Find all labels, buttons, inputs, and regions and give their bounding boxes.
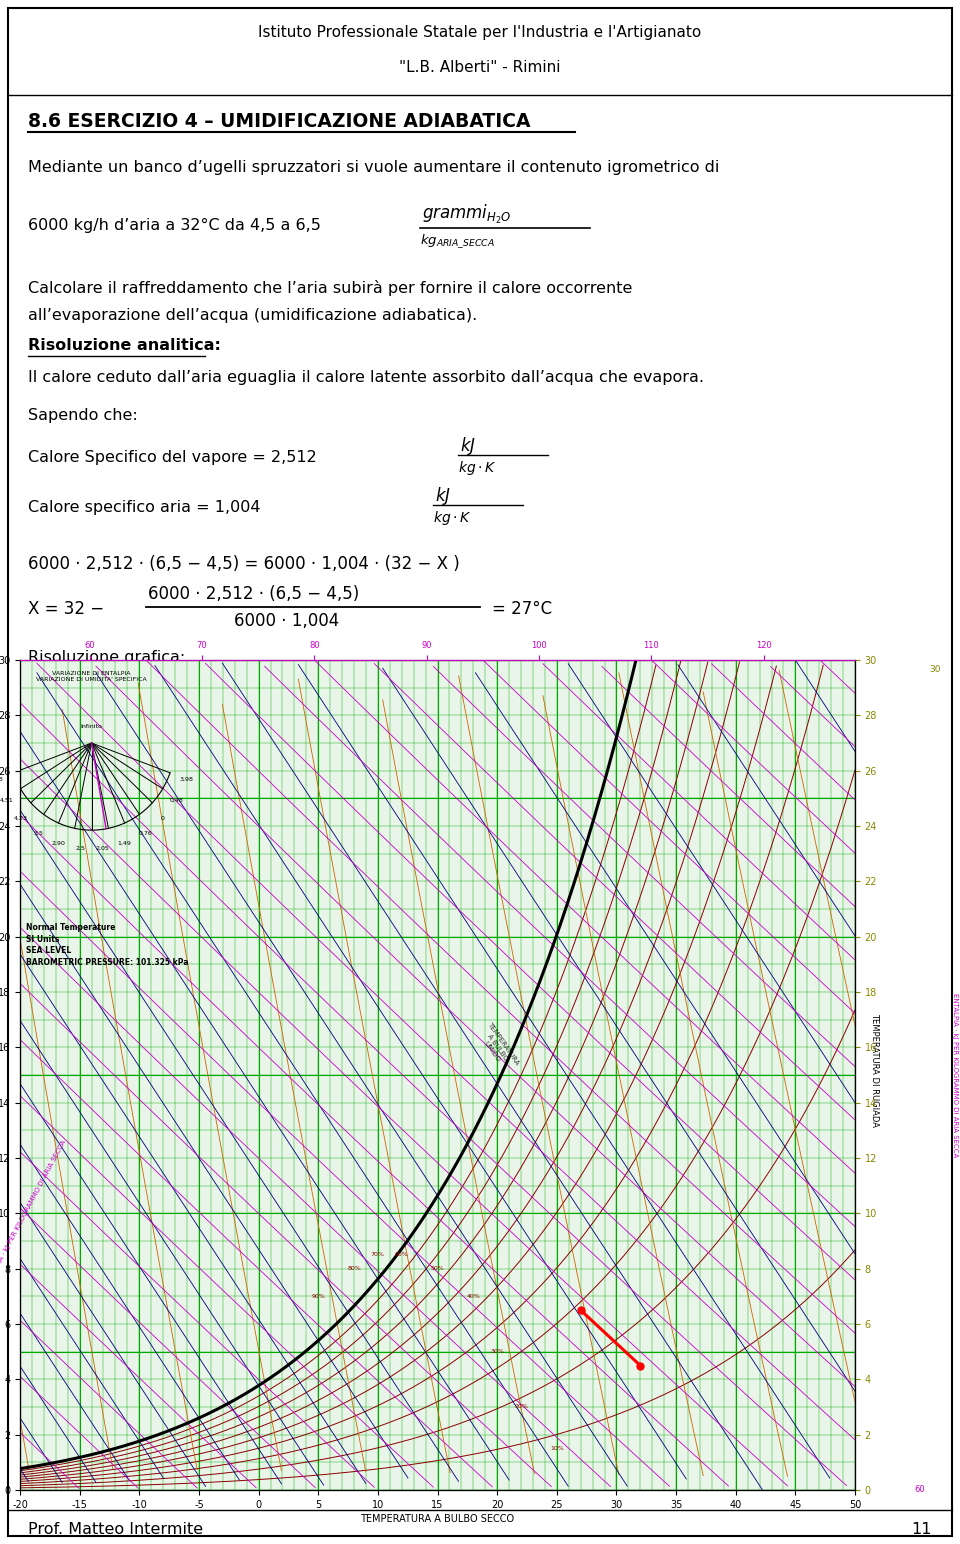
Text: Mediante un banco d’ugelli spruzzatori si vuole aumentare il contenuto igrometri: Mediante un banco d’ugelli spruzzatori s… <box>28 161 719 174</box>
Text: 6000 · 2,512 · (6,5 − 4,5) = 6000 · 1,004 · (32 − X ): 6000 · 2,512 · (6,5 − 4,5) = 6000 · 1,00… <box>28 554 460 573</box>
Text: 0,76: 0,76 <box>138 831 152 835</box>
Text: 2,90: 2,90 <box>52 840 65 846</box>
Text: 1,49: 1,49 <box>118 840 132 846</box>
Text: 80%: 80% <box>348 1266 361 1271</box>
Text: all’evaporazione dell’acqua (umidificazione adiabatica).: all’evaporazione dell’acqua (umidificazi… <box>28 307 477 323</box>
Text: 0,48: 0,48 <box>170 798 183 803</box>
Text: $grammi_{H_2O}$: $grammi_{H_2O}$ <box>422 202 512 225</box>
Text: $kg \cdot K$: $kg \cdot K$ <box>458 459 496 477</box>
Text: 6000 · 2,512 · (6,5 − 4,5): 6000 · 2,512 · (6,5 − 4,5) <box>148 585 359 604</box>
Text: $kJ$: $kJ$ <box>435 485 451 506</box>
Text: 8,98: 8,98 <box>0 777 3 781</box>
Text: 11: 11 <box>911 1522 932 1538</box>
Text: Calore Specifico del vapore = 2,512: Calore Specifico del vapore = 2,512 <box>28 449 317 465</box>
Text: Il calore ceduto dall’aria eguaglia il calore latente assorbito dall’acqua che e: Il calore ceduto dall’aria eguaglia il c… <box>28 371 704 384</box>
Text: 8.6 ESERCIZIO 4 – UMIDIFICAZIONE ADIABATICA: 8.6 ESERCIZIO 4 – UMIDIFICAZIONE ADIABAT… <box>28 113 531 131</box>
Text: 10%: 10% <box>550 1447 564 1451</box>
Text: 50%: 50% <box>431 1266 444 1271</box>
Text: 6000 kg/h d’aria a 32°C da 4,5 a 6,5: 6000 kg/h d’aria a 32°C da 4,5 a 6,5 <box>28 218 321 233</box>
Text: Sapendo che:: Sapendo che: <box>28 408 137 423</box>
Text: 90%: 90% <box>311 1294 325 1299</box>
X-axis label: TEMPERATURA A BULBO SECCO: TEMPERATURA A BULBO SECCO <box>360 1513 515 1524</box>
Text: 2,5: 2,5 <box>76 846 85 851</box>
Text: Normal Temperature
SI Units
SEA LEVEL
BAROMETRIC PRESSURE: 101.325 kPa: Normal Temperature SI Units SEA LEVEL BA… <box>26 923 188 967</box>
Text: Risoluzione grafica:: Risoluzione grafica: <box>28 650 185 665</box>
Text: Calcolare il raffreddamento che l’aria subirà per fornire il calore occorrente: Calcolare il raffreddamento che l’aria s… <box>28 279 633 296</box>
Text: 3,98: 3,98 <box>180 777 194 781</box>
Text: = 27°C: = 27°C <box>492 601 552 618</box>
Text: $kg_{ARIA\_SECCA}$: $kg_{ARIA\_SECCA}$ <box>420 232 495 250</box>
Text: Infinito: Infinito <box>81 724 103 729</box>
Text: 4,23: 4,23 <box>13 815 28 821</box>
Text: 3,5: 3,5 <box>34 831 43 835</box>
Text: TEMPERATURA DI RUGIADA: TEMPERATURA DI RUGIADA <box>871 1013 879 1127</box>
Text: Calore specifico aria = 1,004: Calore specifico aria = 1,004 <box>28 500 260 516</box>
Text: 2,05: 2,05 <box>96 846 109 851</box>
Text: $kg \cdot K$: $kg \cdot K$ <box>433 510 471 527</box>
Text: X = 32 −: X = 32 − <box>28 601 104 618</box>
FancyBboxPatch shape <box>8 8 952 1536</box>
Text: 60: 60 <box>915 1485 925 1495</box>
Text: ENTALPIA · kJ PER KILOGRAMMO DI ARIA SECCA: ENTALPIA · kJ PER KILOGRAMMO DI ARIA SEC… <box>0 1139 67 1288</box>
Text: 30%: 30% <box>491 1349 504 1354</box>
Text: 0: 0 <box>160 815 164 821</box>
Text: 6000 · 1,004: 6000 · 1,004 <box>234 611 339 630</box>
Text: ENTALPIA · kJ PER KILOGRAMMO DI ARIA SECCA: ENTALPIA · kJ PER KILOGRAMMO DI ARIA SEC… <box>952 993 958 1156</box>
Text: Prof. Matteo Intermite: Prof. Matteo Intermite <box>28 1522 204 1538</box>
Text: 60%: 60% <box>395 1252 409 1257</box>
Text: TEMPERATURA
A BULBO
UMIDO: TEMPERATURA A BULBO UMIDO <box>474 1021 519 1073</box>
Text: "L.B. Alberti" - Rimini: "L.B. Alberti" - Rimini <box>399 60 561 76</box>
Text: 4,51: 4,51 <box>0 798 13 803</box>
Text: 20%: 20% <box>514 1405 528 1410</box>
Text: Istituto Professionale Statale per l'Industria e l'Artigianato: Istituto Professionale Statale per l'Ind… <box>258 25 702 40</box>
Text: $kJ$: $kJ$ <box>460 435 476 457</box>
Text: 70%: 70% <box>371 1252 385 1257</box>
Text: 40%: 40% <box>467 1294 480 1299</box>
Text: 30: 30 <box>929 665 941 675</box>
Text: VARIAZIONE DI ENTALPIA
VARIAZIONE DI UMIDITA' SPECIFICA: VARIAZIONE DI ENTALPIA VARIAZIONE DI UMI… <box>36 672 147 682</box>
Text: Risoluzione analitica:: Risoluzione analitica: <box>28 338 221 354</box>
